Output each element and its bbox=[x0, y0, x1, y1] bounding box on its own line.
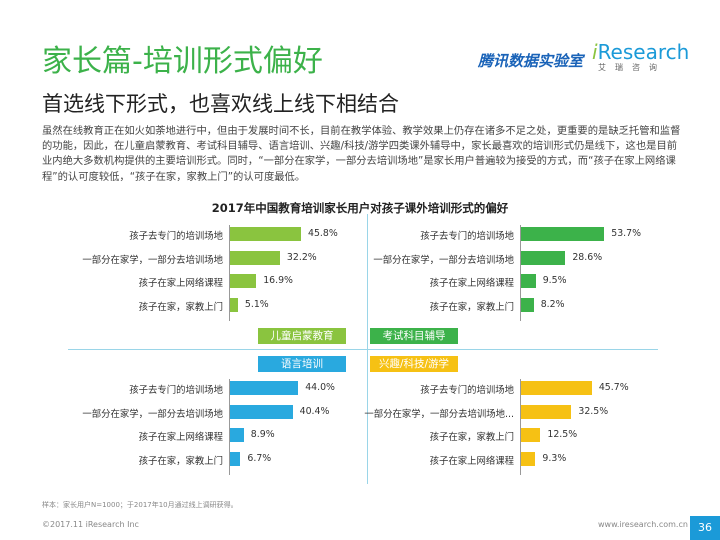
bar bbox=[521, 274, 536, 288]
value-label: 32.2% bbox=[286, 251, 317, 263]
value-label: 6.7% bbox=[247, 452, 272, 464]
category-label: 孩子去专门的培训场地 bbox=[129, 231, 223, 242]
panel-axis-2 bbox=[229, 379, 230, 475]
tencent-data-lab-logo: 腾讯数据实验室 bbox=[478, 52, 584, 70]
category-label: 一部分在家学，一部分去培训场地 bbox=[373, 254, 514, 266]
category-label: 一部分在家学，一部分去培训场地 bbox=[82, 254, 223, 266]
bar bbox=[521, 227, 605, 241]
category-label: 孩子去专门的培训场地 bbox=[420, 231, 514, 242]
panel-tag-3: 兴趣/科技/游学 bbox=[370, 356, 458, 372]
panel-axis-0 bbox=[229, 225, 230, 321]
value-label: 16.9% bbox=[263, 275, 293, 286]
bar bbox=[230, 404, 293, 419]
bar bbox=[521, 451, 536, 466]
page-title: 家长篇-培训形式偏好 bbox=[42, 44, 323, 79]
bar bbox=[230, 227, 301, 241]
panel-tag-0: 儿童启蒙教育 bbox=[258, 328, 346, 344]
bar bbox=[230, 451, 241, 466]
panel-tag-2: 语言培训 bbox=[258, 356, 346, 372]
bar bbox=[521, 297, 534, 312]
panel-axis-1 bbox=[520, 225, 521, 321]
footnote: 样本：家长用户N=1000；于2017年10月通过线上调研获得。 bbox=[42, 501, 238, 509]
bar bbox=[230, 381, 299, 395]
category-label: 孩子在家上网络课程 bbox=[138, 432, 223, 443]
value-label: 9.3% bbox=[542, 452, 567, 464]
page-number: 36 bbox=[690, 516, 720, 540]
category-label: 孩子在家上网络课程 bbox=[138, 278, 223, 289]
value-label: 28.6% bbox=[572, 251, 603, 263]
bar bbox=[230, 297, 238, 312]
value-label: 45.7% bbox=[598, 382, 629, 393]
chart-title: 2017年中国教育培训家长用户对孩子课外培训形式的偏好 bbox=[211, 201, 509, 215]
category-label: 孩子去专门的培训场地 bbox=[420, 385, 514, 396]
value-label: 44.0% bbox=[305, 382, 335, 393]
page-subtitle: 首选线下形式，也喜欢线上线下相结合 bbox=[42, 92, 399, 116]
iresearch-brand-i: i bbox=[592, 40, 598, 64]
bar bbox=[521, 381, 592, 395]
bar bbox=[230, 250, 280, 265]
category-label: 一部分在家学，一部分去培训场地 bbox=[82, 408, 223, 420]
value-label: 45.8% bbox=[307, 228, 338, 239]
panel-axis-3 bbox=[520, 379, 521, 475]
category-label: 一部分在家学，一部分去培训场地... bbox=[364, 408, 514, 420]
iresearch-brand-rest: Research bbox=[597, 40, 690, 64]
category-label: 孩子在家，家教上门 bbox=[138, 301, 223, 313]
category-label: 孩子在家，家教上门 bbox=[429, 301, 514, 313]
value-label: 32.5% bbox=[578, 405, 609, 417]
bar bbox=[521, 404, 572, 419]
category-label: 孩子去专门的培训场地 bbox=[129, 385, 223, 396]
value-label: 53.7% bbox=[611, 228, 642, 239]
value-label: 8.9% bbox=[250, 429, 275, 440]
iresearch-logo: iResearch 艾瑞咨询 bbox=[592, 40, 689, 73]
body-paragraph: 虽然在线教育正在如火如荼地进行中，但由于发展时间不长，目前在教学体验、教学效果上… bbox=[42, 125, 681, 183]
category-label: 孩子在家上网络课程 bbox=[429, 278, 514, 289]
bar bbox=[230, 274, 257, 288]
value-label: 12.5% bbox=[547, 429, 578, 440]
copyright: ©2017.11 iResearch Inc bbox=[42, 520, 139, 529]
value-label: 8.2% bbox=[540, 298, 565, 310]
iresearch-brand: iResearch bbox=[592, 40, 689, 64]
bar bbox=[521, 428, 541, 442]
value-label: 5.1% bbox=[244, 298, 269, 310]
category-label: 孩子在家，家教上门 bbox=[138, 455, 223, 467]
value-label: 9.5% bbox=[542, 275, 567, 286]
website: www.iresearch.com.cn bbox=[598, 520, 688, 529]
panel-tag-1: 考试科目辅导 bbox=[370, 328, 458, 344]
value-label: 40.4% bbox=[299, 405, 330, 417]
bar bbox=[230, 428, 244, 442]
category-label: 孩子在家，家教上门 bbox=[429, 432, 514, 443]
category-label: 孩子在家上网络课程 bbox=[429, 455, 514, 467]
panel-divider-horizontal bbox=[68, 349, 658, 350]
bar bbox=[521, 250, 566, 265]
iresearch-sub: 艾瑞咨询 bbox=[598, 63, 666, 72]
